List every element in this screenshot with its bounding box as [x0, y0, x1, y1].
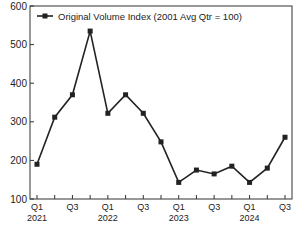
x-tick-label-line: Q1 [173, 202, 185, 212]
x-tick [267, 195, 268, 199]
x-tick-label: Q3 [279, 202, 291, 212]
legend-label: Original Volume Index (2001 Avg Qtr = 10… [58, 11, 242, 22]
y-tick-label: 200 [10, 155, 27, 166]
x-tick [107, 195, 108, 199]
x-tick [125, 195, 126, 199]
plot-frame [30, 6, 292, 199]
x-tick [249, 195, 250, 199]
y-tick [30, 44, 34, 45]
marker [141, 111, 146, 116]
x-tick [161, 195, 162, 199]
x-tick-label-line: 2021 [27, 213, 47, 223]
x-tick [72, 195, 73, 199]
y-tick-label: 400 [10, 78, 27, 89]
y-tick [30, 6, 34, 7]
x-tick [231, 195, 232, 199]
marker [159, 139, 164, 144]
marker [176, 180, 181, 185]
x-tick-label-line: Q1 [102, 202, 114, 212]
x-tick [143, 195, 144, 199]
marker [70, 92, 75, 97]
x-tick [178, 195, 179, 199]
x-tick-label: Q12024 [240, 202, 260, 223]
y-tick [30, 160, 34, 161]
marker [194, 168, 199, 173]
y-tick [30, 83, 34, 84]
x-tick [90, 195, 91, 199]
x-tick-label: Q3 [137, 202, 149, 212]
y-tick-label: 100 [10, 194, 27, 205]
x-tick-label-line: Q3 [66, 202, 78, 212]
marker [283, 135, 288, 140]
chart: 100200300400500600Q12021Q3Q12022Q3Q12023… [0, 0, 300, 225]
plot-area [35, 29, 288, 185]
x-tick-label: Q3 [208, 202, 220, 212]
marker [35, 162, 40, 167]
series-line [37, 31, 285, 182]
x-tick [214, 195, 215, 199]
x-tick-label-line: Q3 [279, 202, 291, 212]
marker [52, 115, 57, 120]
marker [265, 166, 270, 171]
x-tick [196, 195, 197, 199]
marker [229, 164, 234, 169]
y-tick-label: 500 [10, 39, 27, 50]
marker [88, 29, 93, 34]
x-tick-label-line: Q1 [244, 202, 256, 212]
x-tick-label: Q12022 [98, 202, 118, 223]
x-tick-label: Q12021 [27, 202, 47, 223]
legend-marker [43, 14, 48, 19]
x-tick-label-line: Q3 [137, 202, 149, 212]
x-tick-label: Q12023 [169, 202, 189, 223]
x-tick-label-line: 2024 [240, 213, 260, 223]
y-tick [30, 199, 34, 200]
x-tick-label: Q3 [66, 202, 78, 212]
x-tick-label-line: Q3 [208, 202, 220, 212]
x-tick-label-line: Q1 [31, 202, 43, 212]
y-tick-label: 600 [10, 1, 27, 12]
x-tick [37, 195, 38, 199]
marker [247, 180, 252, 185]
x-tick [54, 195, 55, 199]
x-tick [285, 195, 286, 199]
marker [105, 111, 110, 116]
marker [212, 171, 217, 176]
y-tick [30, 121, 34, 122]
x-tick-label-line: 2023 [169, 213, 189, 223]
marker [123, 92, 128, 97]
y-tick-label: 300 [10, 116, 27, 127]
x-tick-label-line: 2022 [98, 213, 118, 223]
